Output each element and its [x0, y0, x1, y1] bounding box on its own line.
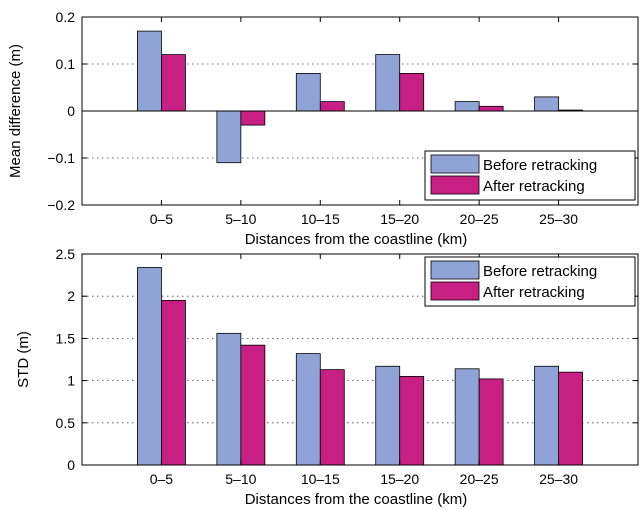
y-tick-label: 0.5 — [56, 415, 76, 431]
bar-before-0–5 — [137, 30, 162, 112]
y-tick-label: 2.5 — [56, 246, 76, 262]
y-tick-label: 1 — [67, 373, 75, 389]
legend-label-before: Before retracking — [483, 263, 597, 280]
bar-after-20–25 — [478, 105, 504, 112]
x-tick-label: 0–5 — [150, 471, 174, 487]
bar-after-25–30 — [558, 371, 583, 466]
x-tick-label: 25–30 — [539, 211, 578, 227]
bar-before-10–15 — [295, 73, 321, 112]
legend-swatch-before — [430, 260, 480, 280]
bar-before-10–15 — [295, 353, 321, 466]
x-tick-label: 10–15 — [301, 471, 340, 487]
bar-before-5–10 — [216, 110, 242, 164]
legend: Before retracking After retracking — [424, 150, 636, 201]
x-tick-label: 5–10 — [225, 471, 256, 487]
y-tick-label: 0.1 — [56, 56, 76, 72]
x-tick-label: 10–15 — [301, 211, 340, 227]
std-chart: 0 0.5 1 1.5 2 2.5 0–5 5–10 10–15 15–20 20–25 25–30 D… — [15, 246, 639, 508]
y-axis-label: Mean difference (m) — [7, 44, 24, 178]
y-tick-label: −0.2 — [47, 197, 75, 213]
y-tick-label: 0.2 — [56, 9, 76, 25]
legend-swatch-after — [430, 175, 480, 195]
bar-before-15–20 — [375, 54, 401, 112]
x-tick-label: 0–5 — [150, 211, 174, 227]
mean-difference-chart: −0.2 −0.1 0 0.1 0.2 0–5 5–10 10–15 15–20 20–25 25–… — [7, 9, 639, 248]
x-tick-label: 20–25 — [460, 471, 499, 487]
x-tick-label: 15–20 — [380, 471, 419, 487]
y-axis-label: STD (m) — [15, 331, 32, 388]
bar-before-15–20 — [375, 365, 401, 466]
x-tick-label: 20–25 — [460, 211, 499, 227]
bar-before-20–25 — [454, 101, 480, 112]
bar-after-5–10 — [240, 344, 266, 466]
bar-before-20–25 — [454, 368, 480, 466]
legend-label-before: Before retracking — [483, 157, 597, 174]
axes-box — [81, 253, 639, 466]
legend-label-after: After retracking — [483, 284, 585, 301]
bar-after-0–5 — [161, 300, 186, 466]
legend-label-after: After retracking — [483, 178, 585, 195]
bar-after-0–5 — [161, 54, 186, 112]
y-tick-label: −0.1 — [47, 150, 75, 166]
bar-before-5–10 — [216, 332, 242, 466]
bar-before-0–5 — [137, 267, 162, 466]
x-tick-label: 15–20 — [380, 211, 419, 227]
y-tick-label: 1.5 — [56, 330, 76, 346]
bar-after-15–20 — [399, 375, 425, 466]
legend: Before retracking After retracking — [424, 256, 636, 307]
bar-after-10–15 — [319, 101, 345, 112]
x-axis-label: Distances from the coastline (km) — [245, 491, 468, 508]
legend-swatch-after — [430, 281, 480, 301]
x-axis-label: Distances from the coastline (km) — [245, 231, 468, 248]
bar-before-25–30 — [534, 96, 559, 112]
bar-after-10–15 — [319, 369, 345, 466]
x-tick-label: 25–30 — [539, 471, 578, 487]
y-tick-label: 0 — [67, 103, 75, 119]
y-tick-label: 2 — [67, 288, 75, 304]
bar-after-20–25 — [478, 378, 504, 466]
legend-swatch-before — [430, 154, 480, 174]
x-tick-label: 5–10 — [225, 211, 256, 227]
bar-after-5–10 — [240, 110, 266, 126]
bar-before-25–30 — [534, 365, 559, 466]
bar-after-15–20 — [399, 73, 425, 112]
y-tick-label: 0 — [67, 457, 75, 473]
